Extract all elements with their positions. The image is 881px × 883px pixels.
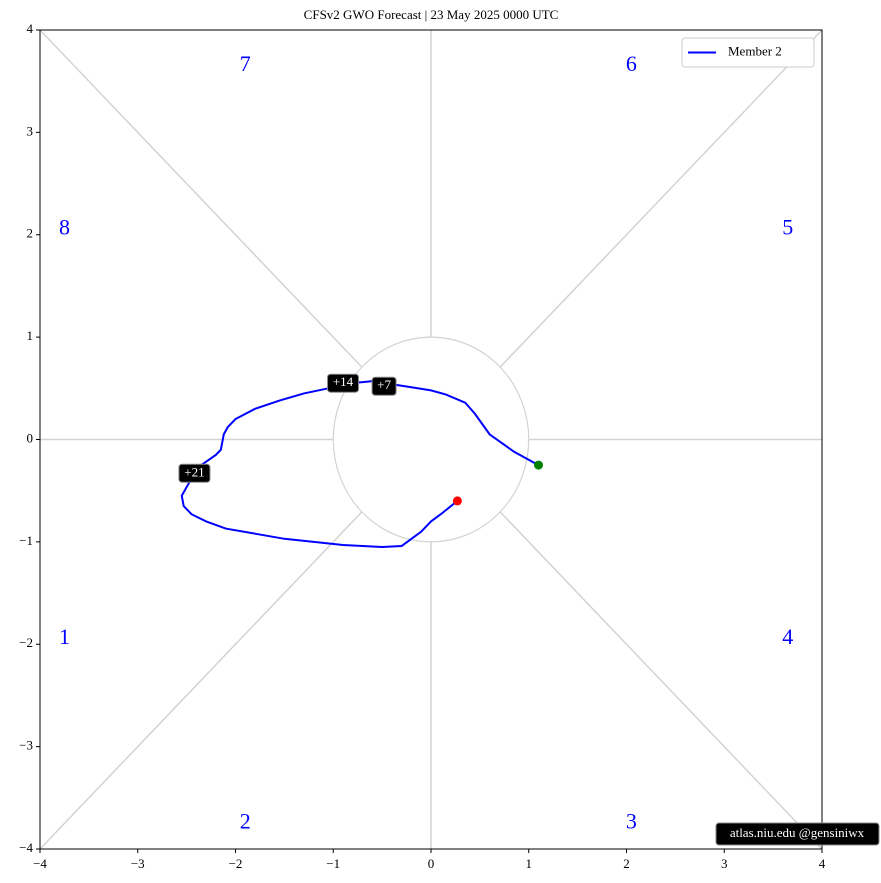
y-tick-label: 1 bbox=[27, 328, 34, 343]
y-tick-label: −1 bbox=[19, 533, 33, 548]
x-tick-label: −3 bbox=[131, 856, 145, 871]
legend-box bbox=[681, 37, 815, 68]
y-tick-label: 3 bbox=[27, 123, 34, 138]
phase-label: 7 bbox=[240, 51, 251, 76]
x-tick-label: 4 bbox=[819, 856, 826, 871]
phase-label: 6 bbox=[626, 51, 637, 76]
credit-text: atlas.niu.edu @gensiniwx bbox=[730, 825, 865, 840]
x-tick-label: 1 bbox=[526, 856, 533, 871]
credit-box bbox=[715, 822, 880, 846]
day-annotation: +21 bbox=[178, 463, 211, 483]
y-tick-label: −3 bbox=[19, 738, 33, 753]
y-tick-label: 2 bbox=[27, 226, 34, 241]
start-marker bbox=[534, 460, 544, 470]
end-marker bbox=[452, 496, 462, 506]
annotation-text: +14 bbox=[333, 374, 354, 389]
x-tick-label: 0 bbox=[428, 856, 435, 871]
annotation-text: +21 bbox=[184, 464, 204, 479]
annotation-box bbox=[371, 376, 397, 396]
phase-label: 3 bbox=[626, 808, 637, 833]
phase-label: 4 bbox=[782, 624, 793, 649]
annotation-text: +7 bbox=[377, 377, 391, 392]
unit-circle bbox=[332, 336, 530, 543]
phase-label: 1 bbox=[59, 624, 70, 649]
x-tick-label: 2 bbox=[623, 856, 630, 871]
y-tick-label: −4 bbox=[19, 840, 33, 855]
annotation-box bbox=[178, 463, 211, 483]
day-annotation: +14 bbox=[327, 373, 360, 393]
phase-label: 8 bbox=[59, 215, 70, 240]
chart-title: CFSv2 GWO Forecast | 23 May 2025 0000 UT… bbox=[304, 7, 559, 22]
x-tick-label: −2 bbox=[229, 856, 243, 871]
y-tick-label: 0 bbox=[27, 430, 34, 445]
y-tick-label: 4 bbox=[27, 21, 34, 36]
phase-label: 5 bbox=[782, 215, 793, 240]
trajectory-line bbox=[180, 380, 540, 548]
annotation-box bbox=[327, 373, 360, 393]
x-tick-label: 3 bbox=[721, 856, 728, 871]
day-annotation: +7 bbox=[371, 376, 397, 396]
x-tick-label: −4 bbox=[33, 856, 47, 871]
phase-label: 2 bbox=[240, 808, 251, 833]
y-tick-label: −2 bbox=[19, 635, 33, 650]
x-tick-label: −1 bbox=[326, 856, 340, 871]
legend-label: Member 2 bbox=[728, 43, 782, 58]
